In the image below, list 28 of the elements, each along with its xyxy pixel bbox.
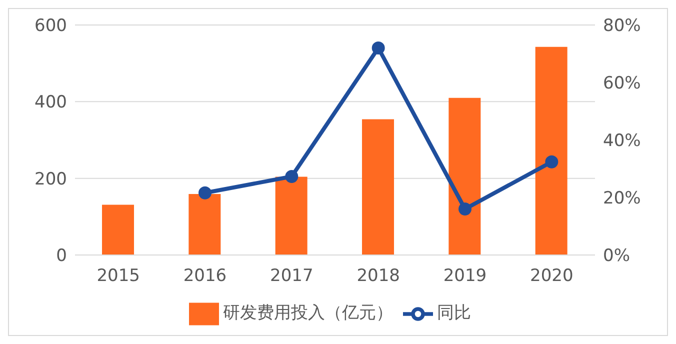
point — [372, 42, 385, 54]
bar — [102, 204, 134, 255]
legend-label: 同比 — [437, 302, 471, 323]
y-tick-label: 600 — [34, 16, 67, 36]
x-tick-label: 2019 — [443, 266, 487, 286]
x-tick-label: 2018 — [356, 266, 400, 286]
y-tick-label: 400 — [34, 92, 67, 113]
y2-tick-label: 0% — [603, 246, 630, 266]
x-tick-label: 2020 — [530, 266, 574, 286]
y2-tick-label: 80% — [603, 16, 641, 36]
bar — [188, 194, 221, 255]
x-tick-label: 2015 — [96, 266, 140, 286]
y-tick-label: 0 — [56, 246, 67, 266]
y2-tick-label: 60% — [603, 74, 641, 94]
y2-tick-label: 20% — [603, 188, 641, 209]
bar — [362, 119, 394, 255]
bar — [448, 98, 481, 255]
point — [458, 202, 472, 216]
point — [545, 155, 558, 168]
point — [285, 170, 298, 184]
legend-label: 研发费用投入（亿元） — [223, 302, 393, 323]
bar — [275, 176, 308, 255]
x-tick-label: 2017 — [270, 266, 314, 286]
x-tick-label: 2016 — [183, 266, 227, 286]
y2-tick-label: 40% — [603, 131, 641, 152]
bar — [535, 46, 568, 255]
point — [198, 186, 212, 200]
y-tick-label: 200 — [34, 169, 67, 190]
